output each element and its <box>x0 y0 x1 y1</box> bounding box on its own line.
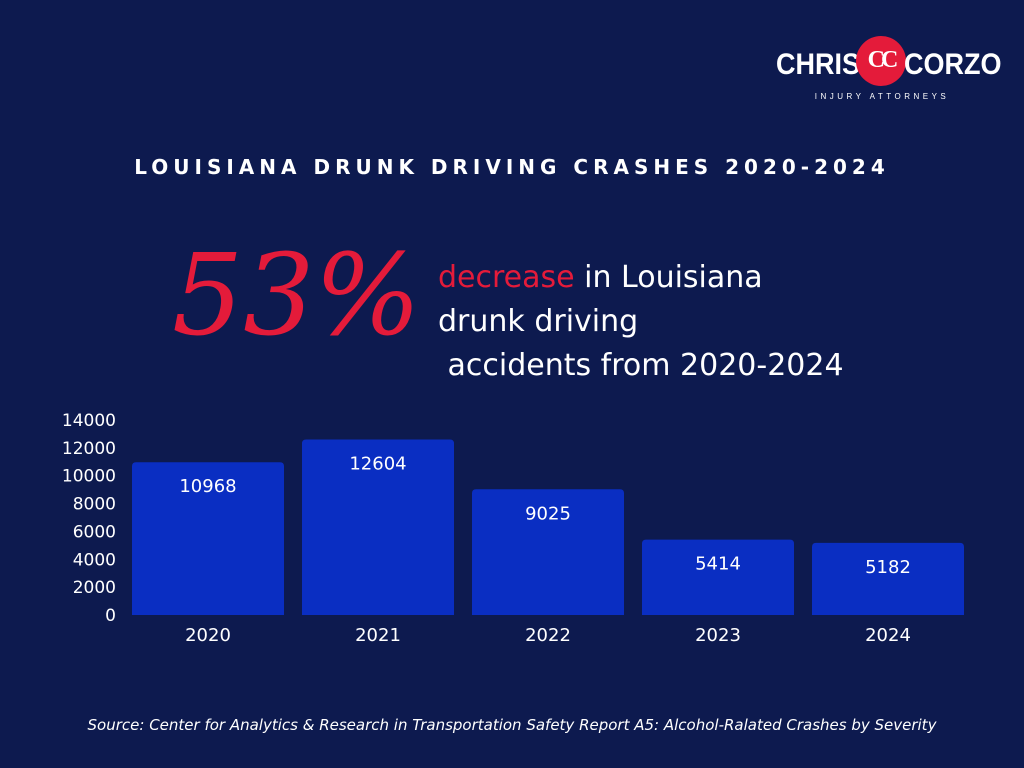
logo-left-text: CHRIS <box>776 48 861 81</box>
percent-stat: 53% <box>172 231 421 361</box>
y-tick-label: 8000 <box>73 495 116 515</box>
logo-monogram-circle: CC <box>856 36 906 86</box>
source-citation: Source: Center for Analytics & Research … <box>87 716 937 734</box>
y-tick-label: 14000 <box>62 411 116 431</box>
data-label: 9025 <box>525 503 571 524</box>
y-tick-label: 0 <box>105 606 116 626</box>
bar-2022 <box>472 489 624 615</box>
page-title: LOUISIANA DRUNK DRIVING CRASHES 2020-202… <box>134 155 890 179</box>
data-label: 5182 <box>865 557 911 578</box>
y-tick-label: 4000 <box>73 550 116 570</box>
logo-subtitle: INJURY ATTORNEYS <box>814 92 950 101</box>
stat-line-1-rest: in Louisiana <box>574 260 763 295</box>
stat-description: decrease in Louisiana drunk driving acci… <box>438 256 918 388</box>
y-tick-label: 2000 <box>73 578 116 598</box>
data-label: 12604 <box>349 453 406 474</box>
y-tick-label: 12000 <box>62 439 116 459</box>
logo-monogram: CC <box>867 47 899 73</box>
x-tick-label: 2024 <box>865 625 911 646</box>
x-tick-label: 2023 <box>695 625 741 646</box>
data-label: 10968 <box>179 476 236 497</box>
y-tick-label: 10000 <box>62 467 116 487</box>
stat-accent-word: decrease <box>438 260 575 295</box>
law-firm-logo: CHRIS CC CORZO INJURY ATTORNEYS <box>772 36 1001 106</box>
bar-2021 <box>302 439 454 615</box>
stat-line-2: drunk driving <box>438 304 639 339</box>
logo-wordmark: CHRIS CC CORZO <box>772 36 1001 90</box>
stat-line-3: accidents from 2020-2024 <box>438 348 844 383</box>
bar-2020 <box>132 462 284 615</box>
x-tick-label: 2020 <box>185 625 231 646</box>
x-tick-label: 2022 <box>525 625 571 646</box>
y-tick-label: 6000 <box>73 522 116 542</box>
x-tick-label: 2021 <box>355 625 401 646</box>
data-label: 5414 <box>695 554 741 575</box>
bar-2023 <box>642 539 794 615</box>
stat-line-1: decrease in Louisiana <box>438 256 918 300</box>
bar-2024 <box>812 542 964 615</box>
logo-right-text: CORZO <box>904 48 1002 81</box>
